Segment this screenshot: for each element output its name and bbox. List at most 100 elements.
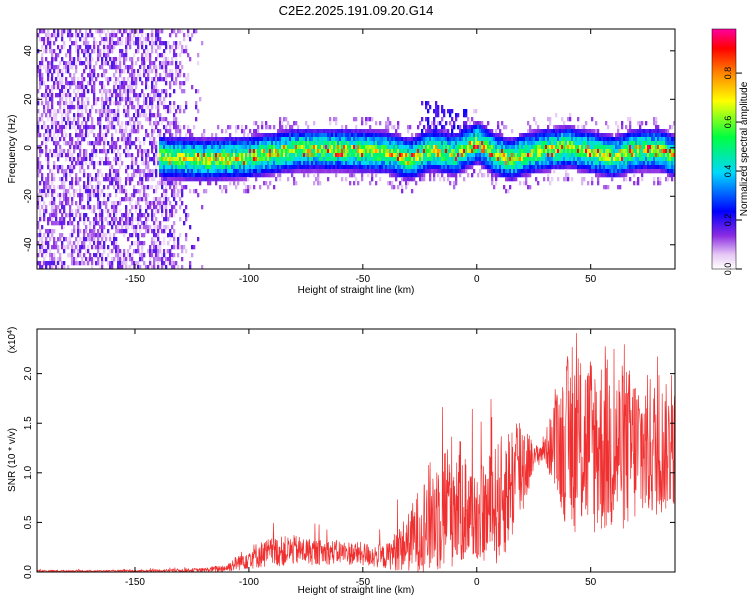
spectrogram-cell bbox=[447, 133, 450, 138]
spectrogram-cell bbox=[403, 169, 406, 174]
spectrogram-cell bbox=[49, 77, 52, 82]
spectrogram-cell bbox=[499, 169, 502, 174]
spectrogram-cell bbox=[117, 137, 120, 142]
spectrogram-cell bbox=[253, 161, 256, 166]
spectrogram-cell bbox=[433, 177, 436, 182]
spectrogram-cell bbox=[117, 225, 120, 230]
spectrogram-cell bbox=[553, 161, 556, 166]
spectrogram-cell bbox=[335, 137, 338, 142]
spectrogram-cell bbox=[195, 105, 198, 110]
spectrogram-cell bbox=[103, 145, 106, 150]
spectrogram-cell bbox=[399, 169, 402, 174]
spectrogram-cell bbox=[167, 169, 170, 174]
spectrogram-cell bbox=[393, 185, 396, 190]
spectrogram-cell bbox=[115, 81, 118, 86]
spectrogram-cell bbox=[125, 137, 128, 142]
spectrogram-cell bbox=[137, 189, 140, 194]
spectrogram-cell bbox=[481, 157, 484, 162]
spectrogram-cell bbox=[45, 249, 48, 254]
spectrogram-cell bbox=[145, 177, 148, 182]
spectrogram-cell bbox=[127, 105, 130, 110]
spectrogram-cell bbox=[255, 129, 258, 134]
spectrogram-cell bbox=[121, 137, 124, 142]
spectrogram-cell bbox=[149, 121, 152, 126]
spectrogram-cell bbox=[139, 173, 142, 178]
spectrogram-cell bbox=[111, 109, 114, 114]
spectrogram-cell bbox=[533, 145, 536, 150]
spectrogram-cell bbox=[79, 253, 82, 258]
spectrogram-cell bbox=[393, 141, 396, 146]
spectrogram-cell bbox=[179, 169, 182, 174]
spectrogram-cell bbox=[515, 161, 518, 166]
spectrogram-cell bbox=[183, 157, 186, 162]
spectrogram-cell bbox=[145, 133, 148, 138]
spectrogram-cell bbox=[159, 249, 162, 254]
spectrogram-cell bbox=[367, 157, 370, 162]
spectrogram-cell bbox=[103, 125, 106, 130]
spectrogram-cell bbox=[149, 249, 152, 254]
spectrogram-cell bbox=[389, 121, 392, 126]
spectrogram-cell bbox=[53, 141, 56, 146]
spectrogram-cell bbox=[89, 161, 92, 166]
spectrogram-cell bbox=[279, 121, 282, 126]
spectrogram-cell bbox=[459, 133, 462, 138]
spectrogram-cell bbox=[429, 149, 432, 154]
spectrogram-cell bbox=[307, 125, 310, 130]
spectrogram-cell bbox=[503, 185, 506, 190]
spectrogram-cell bbox=[149, 245, 152, 250]
spectrogram-cell bbox=[259, 169, 262, 174]
spectrogram-cell bbox=[169, 253, 172, 258]
spectrogram-cell bbox=[425, 161, 428, 166]
spectrogram-cell bbox=[113, 45, 116, 50]
spectrogram-cell bbox=[429, 177, 432, 182]
spectrogram-cell bbox=[171, 157, 174, 162]
spectrogram-cell bbox=[117, 169, 120, 174]
spectrogram-cell bbox=[159, 177, 162, 182]
spectrogram-cell bbox=[485, 157, 488, 162]
spectrogram-cell bbox=[345, 161, 348, 166]
spectrogram-cell bbox=[547, 173, 550, 178]
spectrogram-cell bbox=[373, 165, 376, 170]
spectrogram-cell bbox=[81, 197, 84, 202]
spectrogram-cell bbox=[65, 213, 68, 218]
spectrogram-cell bbox=[535, 157, 538, 162]
spectrogram-cell bbox=[93, 241, 96, 246]
spectrogram-cell bbox=[387, 181, 390, 186]
spectrogram-cell bbox=[291, 145, 294, 150]
spectrogram-cell bbox=[49, 133, 52, 138]
spectrogram-cell bbox=[185, 101, 188, 106]
spectrogram-cell bbox=[501, 121, 504, 126]
spectrogram-cell bbox=[93, 69, 96, 74]
spectrogram-cell bbox=[141, 45, 144, 50]
spectrogram-cell bbox=[113, 233, 116, 238]
spectrogram-cell bbox=[455, 181, 458, 186]
spectrogram-cell bbox=[55, 33, 58, 38]
spectrogram-cell bbox=[83, 233, 86, 238]
spectrogram-cell bbox=[529, 157, 532, 162]
spectrogram-cell bbox=[99, 117, 102, 122]
spectrogram-cell bbox=[157, 229, 160, 234]
spectrogram-cell bbox=[39, 153, 42, 158]
spectrogram-cell bbox=[69, 165, 72, 170]
spectrogram-cell bbox=[413, 149, 416, 154]
spectrogram-cell bbox=[107, 141, 110, 146]
spectrogram-cell bbox=[519, 133, 522, 138]
spectrogram-cell bbox=[427, 101, 430, 106]
spectrogram-cell bbox=[555, 153, 558, 158]
spectrogram-cell bbox=[173, 161, 176, 166]
spectrogram-cell bbox=[179, 125, 182, 130]
spectrogram-cell bbox=[201, 157, 204, 162]
spectrogram-cell bbox=[385, 141, 388, 146]
spectrogram-cell bbox=[485, 149, 488, 154]
spectrogram-cell bbox=[37, 33, 40, 38]
spectrogram-cell bbox=[115, 97, 118, 102]
spectrogram-cell bbox=[263, 149, 266, 154]
spectrogram-cell bbox=[95, 141, 98, 146]
spectrogram-cell bbox=[53, 197, 56, 202]
spectrogram-cell bbox=[151, 141, 154, 146]
spectrogram-cell bbox=[193, 169, 196, 174]
spectrogram-cell bbox=[371, 133, 374, 138]
spectrogram-cell bbox=[39, 149, 42, 154]
spectrogram-cell bbox=[453, 153, 456, 158]
spectrogram-cell bbox=[51, 61, 54, 66]
